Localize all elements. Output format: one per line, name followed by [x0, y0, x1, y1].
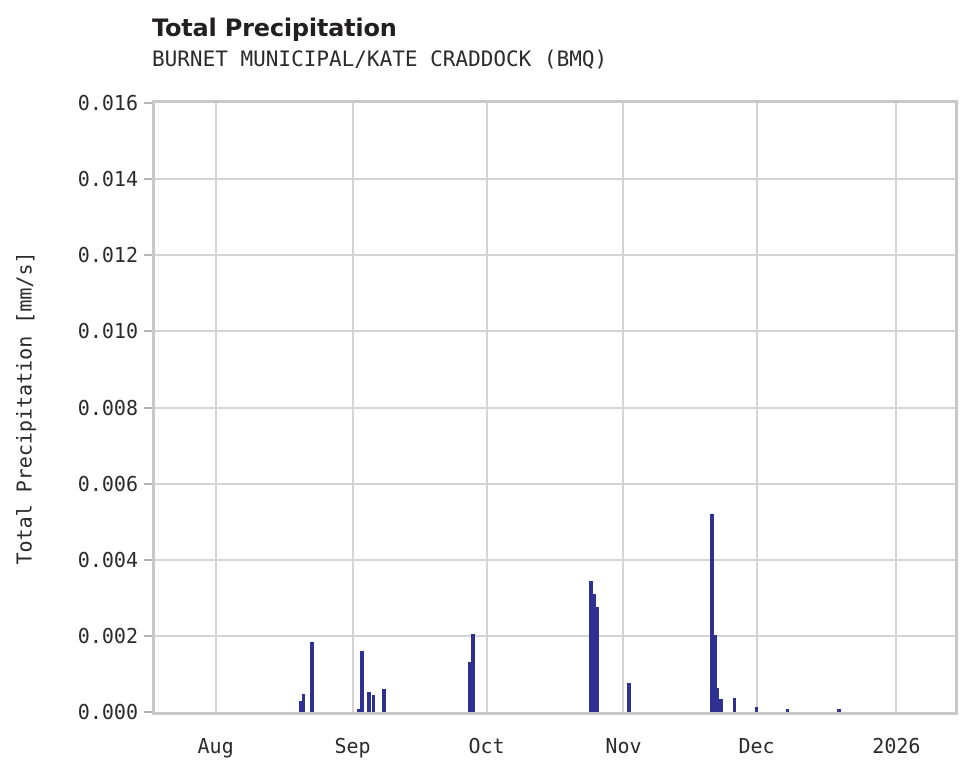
bar — [594, 606, 599, 712]
y-tick-label: 0.014 — [77, 167, 138, 192]
y-tick-mark — [144, 558, 152, 561]
gridline-horizontal — [152, 558, 958, 561]
y-tick-label: 0.010 — [77, 319, 138, 344]
x-tick-label: Aug — [197, 734, 234, 758]
y-tick-mark — [144, 711, 152, 713]
y-tick-mark — [144, 330, 152, 333]
chart-subtitle: BURNET MUNICIPAL/KATE CRADDOCK (BMQ) — [152, 47, 608, 71]
y-axis-label: Total Precipitation [mm/s] — [10, 100, 40, 715]
gridline-vertical — [214, 100, 217, 715]
page-title: Total Precipitation — [152, 14, 397, 42]
bar — [468, 662, 472, 712]
plot-frame-bottom — [152, 712, 958, 715]
bar — [302, 693, 306, 712]
y-tick-label: 0.008 — [77, 395, 138, 420]
bar — [299, 701, 303, 712]
y-tick-mark — [144, 634, 152, 637]
y-axis-label-text: Total Precipitation [mm/s] — [13, 250, 38, 565]
y-tick-mark — [144, 482, 152, 485]
y-tick-label: 0.000 — [77, 700, 138, 724]
bar — [755, 707, 759, 712]
bar — [360, 651, 365, 712]
bar — [356, 708, 360, 712]
y-tick-label: 0.012 — [77, 243, 138, 268]
x-tick-label: Dec — [738, 734, 775, 758]
bar — [733, 697, 737, 712]
gridline-vertical — [351, 100, 354, 715]
x-tick-label: Sep — [334, 734, 371, 758]
gridline-horizontal — [152, 330, 958, 333]
bar — [837, 709, 841, 712]
bar — [718, 698, 723, 712]
plot-frame-left — [152, 100, 155, 715]
y-tick-label: 0.002 — [77, 623, 138, 648]
gridline-vertical — [622, 100, 625, 715]
bar — [309, 642, 314, 712]
bar — [626, 683, 631, 712]
bar — [709, 514, 714, 712]
gridline-vertical — [485, 100, 488, 715]
plot-frame-top — [152, 100, 958, 103]
bar — [785, 708, 789, 712]
plot-area: 0.000 0.002 0.004 0.006 0.008 0.010 0.012 0.014… — [78, 91, 958, 758]
y-tick-mark — [144, 102, 152, 104]
bar — [714, 635, 718, 712]
gridline-horizontal — [152, 178, 958, 181]
bar — [367, 692, 372, 712]
plot-frame-right — [955, 100, 958, 715]
y-tick-label: 0.006 — [77, 471, 138, 496]
y-tick-mark — [144, 178, 152, 181]
gridline-horizontal — [152, 634, 958, 637]
x-tick-label: Nov — [605, 734, 642, 758]
bar — [470, 633, 475, 712]
y-tick-mark — [144, 406, 152, 409]
x-tick-label: Oct — [468, 734, 505, 758]
gridline-horizontal — [152, 254, 958, 257]
y-tick-label: 0.004 — [77, 547, 138, 572]
gridline-vertical — [895, 100, 898, 715]
title-block: Total Precipitation BURNET MUNICIPAL/KAT… — [152, 14, 852, 72]
bar — [588, 580, 593, 712]
y-tick-label: 0.016 — [77, 91, 138, 115]
x-tick-label: 2026 — [872, 734, 921, 758]
y-tick-mark — [144, 254, 152, 257]
gridline-vertical — [755, 100, 758, 715]
gridline-horizontal — [152, 406, 958, 409]
gridline-horizontal — [152, 482, 958, 485]
bar — [371, 695, 375, 712]
bar-series — [155, 103, 955, 712]
bar — [382, 689, 387, 712]
bar — [716, 688, 720, 712]
